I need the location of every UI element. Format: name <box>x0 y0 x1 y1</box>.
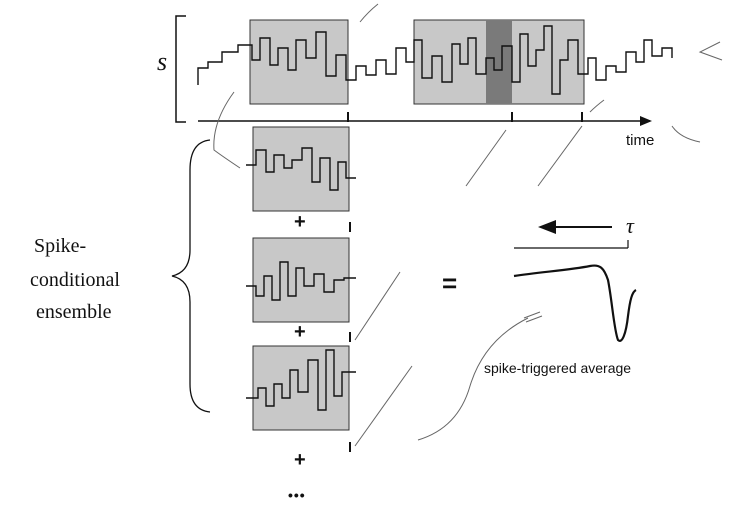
pencil-mark-bottom-curve <box>417 317 529 441</box>
sta-caption: spike-triggered average <box>484 360 631 376</box>
pencil-mark-top-hook <box>359 3 379 23</box>
tau-label: τ <box>626 213 635 238</box>
stimulus-label: s <box>157 47 167 76</box>
pencil-line-4 <box>354 365 413 447</box>
ensemble-trace-3 <box>246 349 356 411</box>
ensemble-brace <box>171 139 211 413</box>
time-label: time <box>626 132 654 149</box>
ensemble-label-line1: Spike- <box>34 235 86 257</box>
ellipsis: ••• <box>288 487 306 503</box>
pencil-mark-right-hook <box>589 99 605 113</box>
stimulus-trace <box>197 25 673 95</box>
time-axis-arrowhead <box>640 116 652 126</box>
plus-sign-2: + <box>294 321 306 343</box>
pencil-mark-small-scribble <box>523 311 543 323</box>
ensemble-window-1 <box>252 126 350 212</box>
top-window-1 <box>249 19 349 105</box>
pencil-line-2 <box>537 125 583 187</box>
ensemble-trace-1 <box>246 147 356 191</box>
plus-sign-1: + <box>294 211 306 233</box>
stimulus-bracket <box>175 15 186 123</box>
ensemble-trace-2 <box>246 261 356 301</box>
pencil-line-3 <box>354 271 401 341</box>
pencil-mark-topright-bracket <box>698 41 723 61</box>
ensemble-window-3 <box>252 345 350 431</box>
pencil-line-1 <box>465 129 507 187</box>
ensemble-window-2 <box>252 237 350 323</box>
equals-sign: = <box>442 268 457 298</box>
spike-triggered-average-curve <box>513 264 637 342</box>
pencil-mark-time-curl <box>671 125 701 143</box>
ensemble-label-line2: conditional <box>30 269 120 291</box>
pencil-mark-left-curl <box>213 91 241 169</box>
tau-arrowhead <box>538 220 556 234</box>
plus-sign-3: + <box>294 449 306 471</box>
ensemble-label-line3: ensemble <box>36 301 112 323</box>
top-window-highlight <box>486 20 512 104</box>
